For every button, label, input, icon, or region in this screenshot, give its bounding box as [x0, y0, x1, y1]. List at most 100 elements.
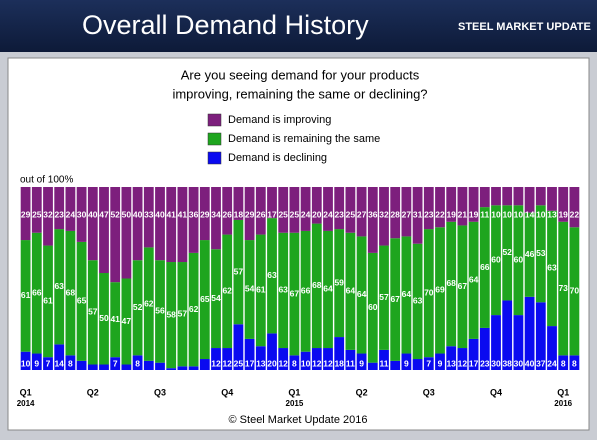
- bar-segment: [87, 260, 98, 365]
- bar-segment: [457, 348, 468, 370]
- value-label: 67: [390, 294, 400, 304]
- chart-subtitle: improving, remaining the same or declini…: [172, 86, 427, 101]
- bar-segment: [121, 278, 132, 365]
- value-label: 25: [278, 209, 288, 219]
- legend-label: Demand is improving: [228, 114, 331, 126]
- value-label: 32: [379, 209, 389, 219]
- value-label: 12: [278, 358, 288, 368]
- value-label: 12: [323, 358, 333, 368]
- value-label: 64: [469, 275, 479, 285]
- value-label: 18: [334, 358, 344, 368]
- bar-segment: [558, 355, 569, 370]
- bar-segment: [300, 187, 311, 231]
- value-label: 11: [346, 358, 355, 368]
- bar-segment: [76, 360, 87, 370]
- bar-segment: [491, 205, 501, 316]
- bar-segment: [356, 353, 367, 370]
- bar-segment: [289, 187, 300, 233]
- value-label: 66: [32, 287, 42, 297]
- bar-segment: [155, 260, 165, 363]
- value-label: 63: [54, 281, 64, 291]
- value-label: 66: [301, 286, 311, 296]
- bar-segment: [502, 187, 513, 206]
- value-label: 23: [480, 358, 490, 368]
- bar-segment: [390, 187, 401, 239]
- value-label: 57: [88, 307, 98, 317]
- bar-segment: [479, 207, 490, 328]
- bar-segment: [524, 296, 535, 370]
- value-label: 24: [66, 209, 76, 219]
- bar-segment: [423, 187, 434, 230]
- bar-segment: [267, 218, 277, 334]
- bar-segment: [569, 187, 580, 228]
- bar-segment: [20, 240, 31, 352]
- bar-segment: [513, 205, 524, 316]
- bar-segment: [412, 359, 423, 370]
- bar-segment: [356, 187, 367, 237]
- value-label: 40: [133, 209, 143, 219]
- value-label: 63: [547, 263, 557, 273]
- bar-segment: [121, 364, 132, 370]
- value-label: 9: [34, 358, 39, 368]
- value-label: 34: [211, 209, 221, 219]
- bar-segment: [468, 187, 479, 222]
- value-label: 23: [54, 209, 64, 219]
- value-label: 10: [514, 209, 524, 219]
- bar-segment: [20, 187, 31, 241]
- bar-segment: [311, 187, 322, 224]
- bar-segment: [446, 346, 457, 370]
- value-label: 22: [435, 209, 445, 219]
- bar-segment: [110, 187, 121, 283]
- bar-segment: [155, 187, 165, 261]
- value-label: 58: [166, 309, 176, 319]
- bar-segment: [535, 205, 546, 303]
- value-label: 8: [135, 358, 140, 368]
- value-label: 57: [379, 292, 389, 302]
- value-label: 56: [155, 306, 165, 316]
- value-label: 11: [480, 209, 489, 219]
- value-label: 10: [502, 209, 512, 219]
- bar-segment: [435, 227, 445, 354]
- value-label: 54: [211, 293, 221, 303]
- bar-segment: [311, 348, 322, 370]
- bar-segment: [569, 355, 580, 370]
- bar-segment: [267, 333, 277, 370]
- bar-segment: [65, 355, 76, 370]
- bar-segment: [502, 205, 513, 301]
- bar-segment: [435, 353, 445, 370]
- value-label: 8: [561, 358, 566, 368]
- header-bar: [0, 0, 597, 52]
- bar-segment: [43, 245, 53, 358]
- bar-segment: [457, 225, 468, 349]
- value-label: 13: [446, 358, 456, 368]
- bar-segment: [513, 315, 524, 370]
- value-label: 47: [122, 316, 132, 326]
- value-label: 8: [68, 358, 73, 368]
- bar-segment: [20, 351, 31, 370]
- value-label: 61: [43, 296, 53, 306]
- x-year-label: 2015: [286, 399, 304, 408]
- value-label: 19: [558, 209, 568, 219]
- bar-segment: [289, 232, 300, 356]
- bar-segment: [177, 187, 188, 263]
- bar-segment: [479, 187, 490, 208]
- value-label: 13: [256, 358, 266, 368]
- bar-segment: [132, 355, 143, 370]
- bar-segment: [300, 230, 311, 352]
- logo: STEEL MARKET UPDATE: [458, 21, 591, 33]
- value-label: 68: [446, 278, 456, 288]
- bar-segment: [211, 249, 221, 349]
- value-label: 63: [267, 270, 277, 280]
- x-tick-label: Q2: [87, 387, 99, 397]
- bar-segment: [390, 238, 401, 361]
- value-label: 32: [43, 209, 53, 219]
- bar-segment: [457, 187, 468, 226]
- value-label: 7: [426, 358, 431, 368]
- value-label: 11: [380, 358, 389, 368]
- bar-segment: [211, 187, 221, 250]
- bar-segment: [87, 364, 98, 370]
- value-label: 70: [424, 287, 434, 297]
- bar-segment: [54, 187, 65, 230]
- bar-segment: [278, 348, 289, 370]
